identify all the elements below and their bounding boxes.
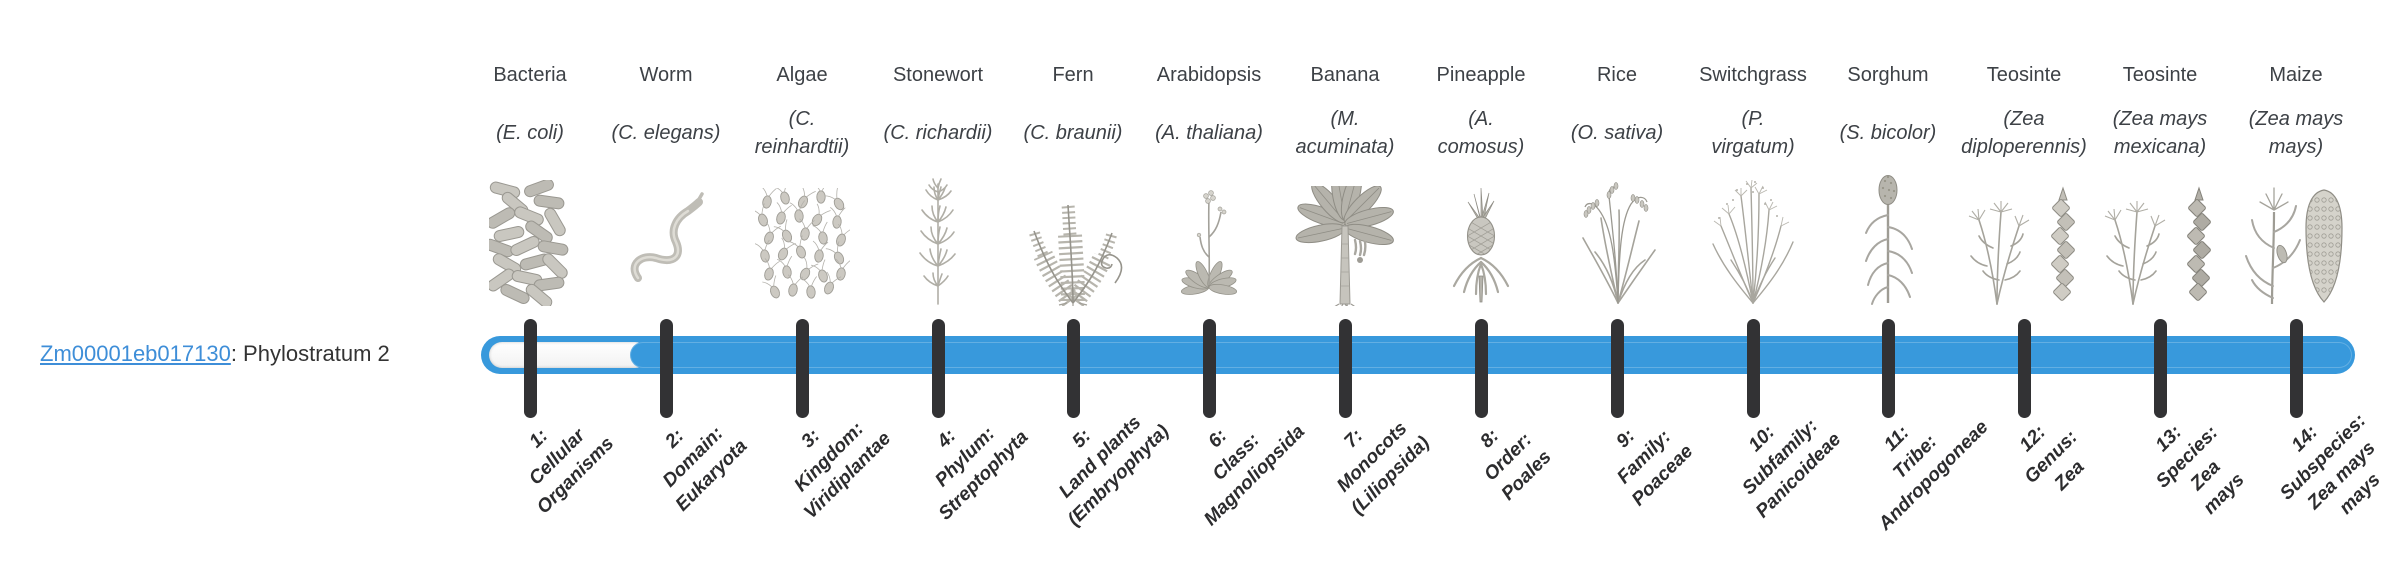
organism-column-banana: Banana (M. acuminata) — [1275, 62, 1415, 306]
organism-name: Banana — [1310, 64, 1380, 86]
timeline-empty-segment — [489, 342, 648, 368]
tick-8 — [1474, 319, 1488, 418]
organism-sci-name: (C. reinhardtii) — [754, 108, 850, 158]
organism-sci-name: (Zea mays mays) — [2248, 108, 2344, 158]
organism-name: Bacteria — [493, 64, 567, 86]
gene-label: Zm00001eb017130: Phylostratum 2 — [40, 341, 390, 367]
arabidopsis-icon — [1139, 170, 1279, 306]
organism-name: Stonewort — [892, 64, 984, 86]
switchgrass-icon — [1683, 170, 1823, 306]
sorghum-icon — [1818, 170, 1958, 306]
organism-column-arabidopsis: Arabidopsis (A. thaliana) — [1139, 62, 1279, 306]
organism-sci-name: (P. virgatum) — [1711, 108, 1795, 158]
organism-sci-name: (C. braunii) — [1023, 122, 1123, 144]
organism-column-rice: Rice (O. sativa) — [1547, 62, 1687, 306]
organism-sci-name: (A. comosus) — [1437, 108, 1525, 158]
algae-icon — [732, 170, 872, 306]
bacteria-icon — [460, 170, 600, 306]
rice-icon — [1547, 170, 1687, 306]
organism-name: Sorghum — [1847, 64, 1929, 86]
organism-column-pineapple: Pineapple (A. comosus) — [1411, 62, 1551, 306]
tick-11 — [1881, 319, 1895, 418]
organism-name: Teosinte — [2122, 64, 2198, 86]
organism-sci-name: (Zea diploperennis) — [1961, 108, 2087, 158]
teosinte-diploperennis-icon — [1954, 170, 2094, 306]
organism-column-teosinte-diploperennis: Teosinte (Zea diploperennis) — [1954, 62, 2094, 306]
tick-1 — [523, 319, 537, 418]
tick-6 — [1202, 319, 1216, 418]
timeline-filled-segment — [630, 342, 2352, 368]
organism-name: Maize — [2269, 64, 2323, 86]
organism-sci-name: (O. sativa) — [1570, 122, 1664, 144]
pineapple-icon — [1411, 170, 1551, 306]
organism-name: Fern — [1052, 64, 1094, 86]
organism-column-sorghum: Sorghum (S. bicolor) — [1818, 62, 1958, 306]
organism-name: Arabidopsis — [1156, 64, 1262, 86]
organism-column-algae: Algae (C. reinhardtii) — [732, 62, 872, 306]
organism-column-switchgrass: Switchgrass (P. virgatum) — [1683, 62, 1823, 306]
tick-3 — [795, 319, 809, 418]
organism-sci-name: (C. richardii) — [883, 122, 993, 144]
phylostratum-text: : Phylostratum 2 — [230, 341, 390, 366]
organism-column-worm: Worm (C. elegans) — [596, 62, 736, 306]
tick-13 — [2153, 319, 2167, 418]
organism-sci-name: (A. thaliana) — [1155, 122, 1263, 144]
organism-column-fern: Fern (C. braunii) — [1003, 62, 1143, 306]
tick-7 — [1338, 319, 1352, 418]
tick-5 — [1066, 319, 1080, 418]
tick-14 — [2289, 319, 2303, 418]
worm-icon — [596, 170, 736, 306]
tick-9 — [1610, 319, 1624, 418]
fern-icon — [1003, 170, 1143, 306]
organism-sci-name: (C. elegans) — [611, 122, 721, 144]
organism-column-maize: Maize (Zea mays mays) — [2226, 62, 2366, 306]
organism-column-bacteria: Bacteria (E. coli) — [460, 62, 600, 306]
gene-id-link[interactable]: Zm00001eb017130 — [40, 341, 231, 366]
stonewort-icon — [868, 170, 1008, 306]
tick-2 — [659, 319, 673, 418]
organism-sci-name: (S. bicolor) — [1839, 122, 1937, 144]
organism-column-stonewort: Stonewort (C. richardii) — [868, 62, 1008, 306]
organism-name: Pineapple — [1436, 64, 1526, 86]
organism-sci-name: (E. coli) — [496, 122, 564, 144]
tick-10 — [1746, 319, 1760, 418]
organism-sci-name: (M. acuminata) — [1295, 108, 1395, 158]
organism-name: Worm — [639, 64, 693, 86]
organism-name: Teosinte — [1986, 64, 2062, 86]
tick-4 — [931, 319, 945, 418]
tick-12 — [2017, 319, 2031, 418]
teosinte-mexicana-icon — [2090, 170, 2230, 306]
organism-column-teosinte-mexicana: Teosinte (Zea mays mexicana) — [2090, 62, 2230, 306]
maize-icon — [2226, 170, 2366, 306]
organism-name: Rice — [1596, 64, 1637, 86]
organism-sci-name: (Zea mays mexicana) — [2112, 108, 2208, 158]
organism-name: Algae — [776, 64, 828, 86]
banana-icon — [1275, 170, 1415, 306]
organism-name: Switchgrass — [1699, 64, 1807, 86]
